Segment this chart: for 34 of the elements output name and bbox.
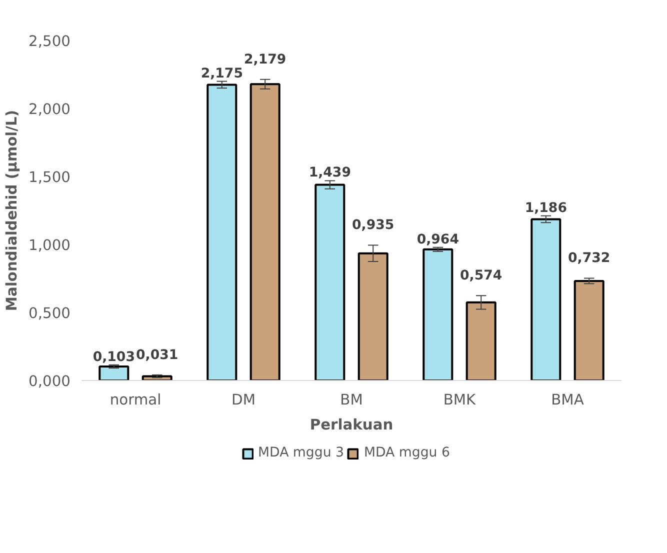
data-label: 0,732 [568,251,610,266]
y-tick-label: 2,000 [28,101,71,118]
x-tick-label: BM [340,392,363,408]
data-label: 0,031 [136,348,178,363]
data-label: 0,964 [416,232,459,248]
y-axis-title: Malondialdehid (µmol/L) [4,110,21,312]
legend-label: MDA mggu 6 [364,446,450,460]
y-tick-label: 2,500 [28,33,71,50]
y-tick-label: 1,000 [28,237,71,254]
data-label: 0,935 [352,218,394,234]
bar [206,84,238,380]
data-label: 2,179 [244,52,286,68]
bar [574,280,604,380]
x-tick-label: normal [110,392,162,408]
data-label: 1,439 [308,166,351,181]
data-label: 0,574 [460,268,502,284]
bar [358,252,388,380]
bar [98,365,130,380]
x-tick-label: BMA [551,392,584,408]
y-tick-label: 1,500 [28,169,71,186]
x-tick-label: BMK [443,392,476,408]
bar [314,184,346,380]
data-label: 0,103 [92,350,135,365]
y-tick-label: 0,500 [28,305,71,322]
bar [530,218,562,380]
legend-label: MDA mggu 3 [258,446,344,460]
data-label: 2,175 [200,66,243,82]
x-tick-label: DM [232,392,256,408]
bar [250,83,280,380]
y-tick-label: 0,000 [28,373,71,390]
bar [466,301,496,380]
x-axis-title: Perlakuan [310,416,394,434]
bar [422,248,454,380]
data-label: 1,186 [524,200,567,216]
